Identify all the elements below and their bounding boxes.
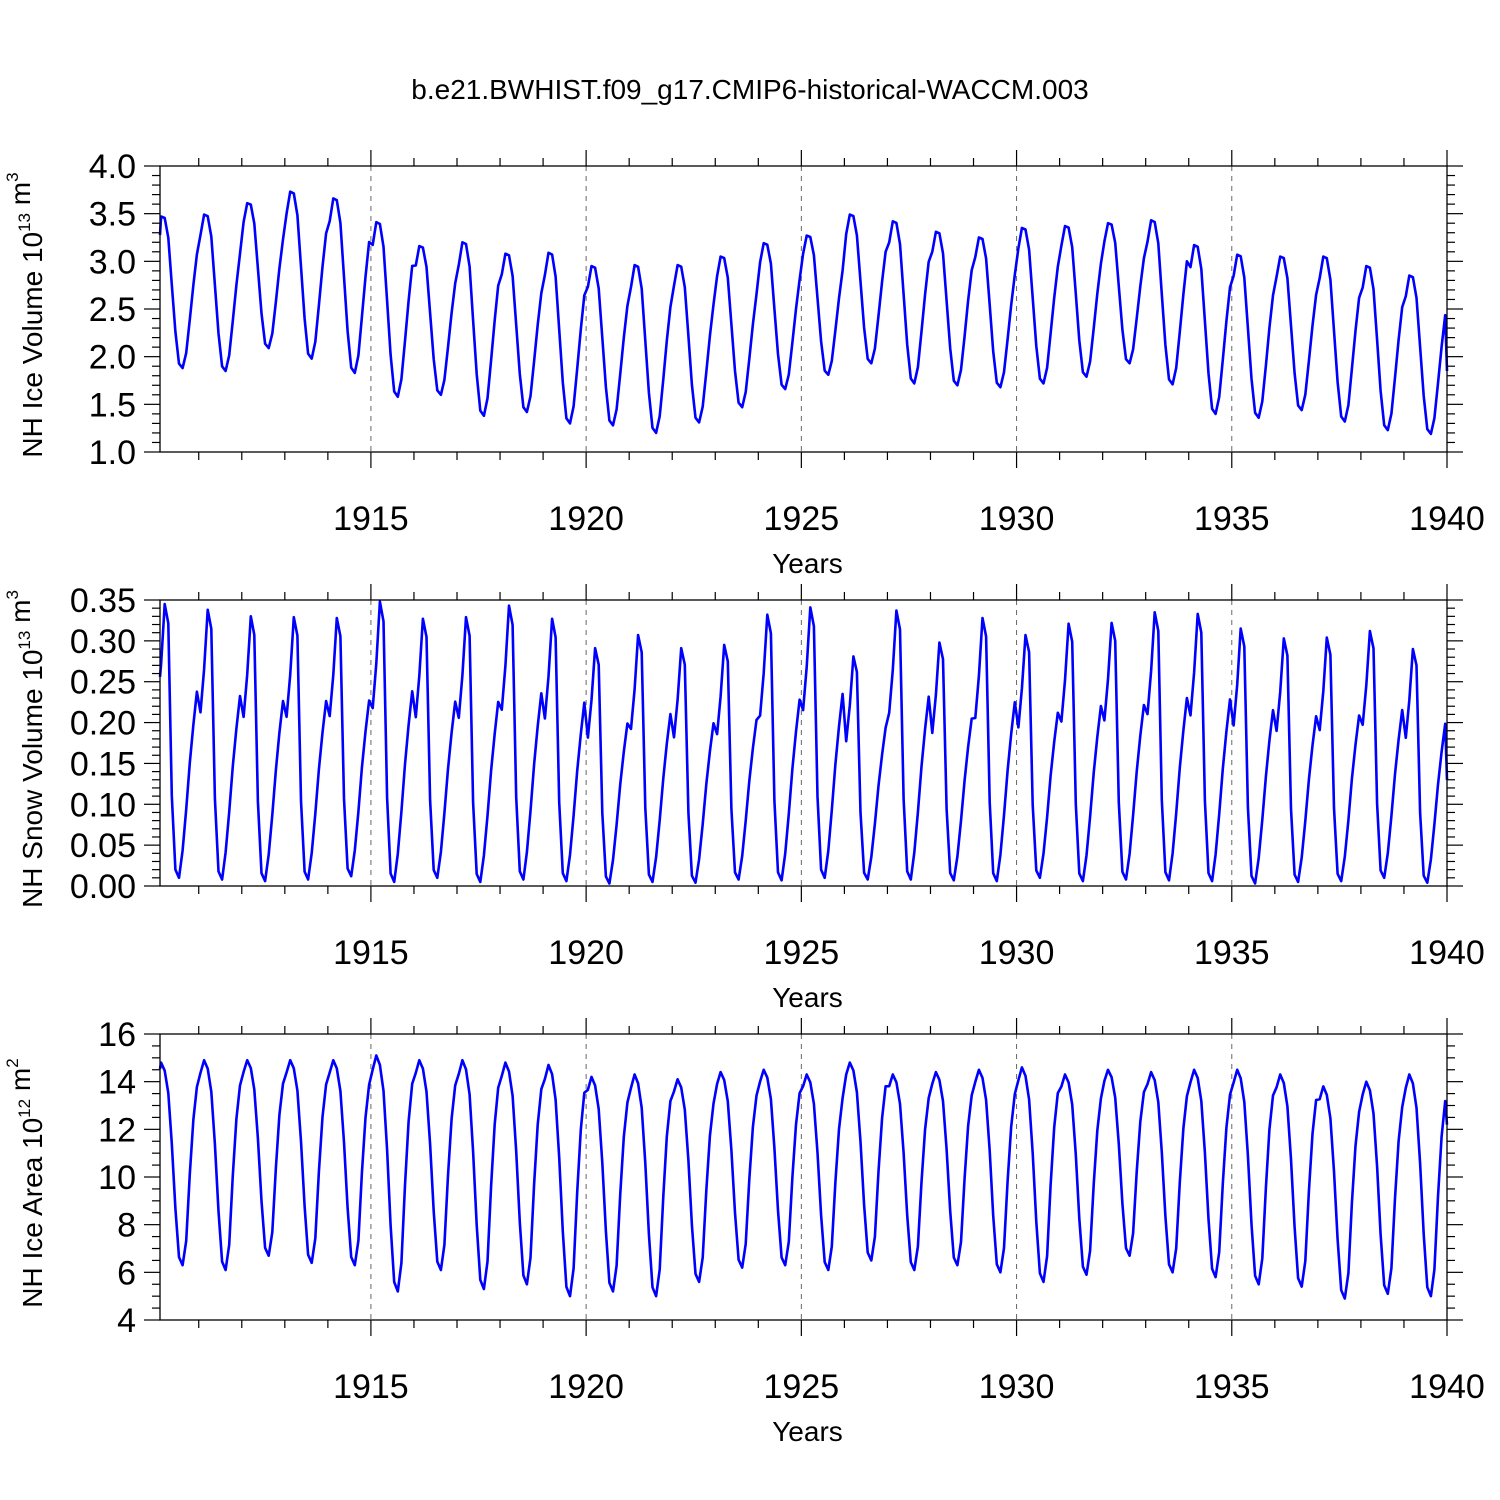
y-tick-label: 2.5 [89,291,136,329]
y-tick-label: 3.0 [89,243,136,281]
y-tick-label: 14 [98,1064,136,1102]
x-tick-label: 1935 [1194,934,1270,972]
y-axis-title: NH Ice Volume 1013 m3 [3,172,48,457]
y-tick-label: 6 [117,1254,136,1292]
x-tick-label: 1915 [333,934,409,972]
y-tick-label: 1.0 [89,434,136,472]
x-tick-label: 1940 [1409,1368,1485,1406]
y-axis-title: NH Ice Area 1012 m2 [3,1058,48,1307]
x-tick-label: 1940 [1409,934,1485,972]
series-line-snow-volume [158,600,1449,885]
y-tick-label: 8 [117,1207,136,1245]
x-tick-label: 1920 [548,934,624,972]
x-axis-title: Years [772,548,843,579]
plot-panel-ice-area: 4 6 8 10 12 14 16 1915 1920 1925 1930 1935 1940 Years… [3,1016,1485,1447]
plot-panel-ice-volume: 1.0 1.5 2.0 2.5 3.0 3.5 4.0 1915 1920 1925 1930 193… [3,148,1485,579]
y-tick-label: 0.10 [70,786,136,824]
y-tick-label: 4.0 [89,148,136,186]
y-axis-title: NH Snow Volume 1013 m3 [3,590,48,908]
x-tick-label: 1925 [764,934,840,972]
x-tick-label: 1935 [1194,1368,1270,1406]
y-tick-label: 4 [117,1302,136,1340]
y-tick-label: 0.15 [70,745,136,783]
x-tick-label: 1930 [979,934,1055,972]
x-tick-label: 1925 [764,1368,840,1406]
plot-frame [159,599,1448,887]
y-tick-label: 2.0 [89,339,136,377]
x-tick-label: 1930 [979,1368,1055,1406]
series-line-ice-area [158,1054,1449,1300]
y-tick-label: 0.30 [70,623,136,661]
y-tick-label: 0.20 [70,705,136,743]
y-tick-label: 10 [98,1159,136,1197]
y-tick-label: 12 [98,1111,136,1149]
x-tick-label: 1915 [333,1368,409,1406]
x-tick-label: 1925 [764,500,840,538]
x-tick-label: 1930 [979,500,1055,538]
y-tick-label: 0.05 [70,827,136,865]
y-tick-label: 1.5 [89,386,136,424]
y-tick-label: 0.00 [70,868,136,906]
x-axis-title: Years [772,1416,843,1447]
y-tick-label: 16 [98,1016,136,1054]
y-tick-label: 0.25 [70,664,136,702]
x-tick-label: 1940 [1409,500,1485,538]
series-line-ice-volume [158,190,1449,436]
y-tick-label: 0.35 [70,582,136,620]
y-tick-label: 3.5 [89,196,136,234]
page-title: b.e21.BWHIST.f09_g17.CMIP6-historical-WA… [411,74,1089,105]
x-tick-label: 1915 [333,500,409,538]
x-tick-label: 1920 [548,500,624,538]
plot-frame [159,1033,1448,1321]
x-tick-label: 1935 [1194,500,1270,538]
x-axis-title: Years [772,982,843,1013]
plot-panel-snow-volume: 0.000.050.100.150.200.250.300.35 1915 1920… [3,582,1485,1013]
x-tick-label: 1920 [548,1368,624,1406]
